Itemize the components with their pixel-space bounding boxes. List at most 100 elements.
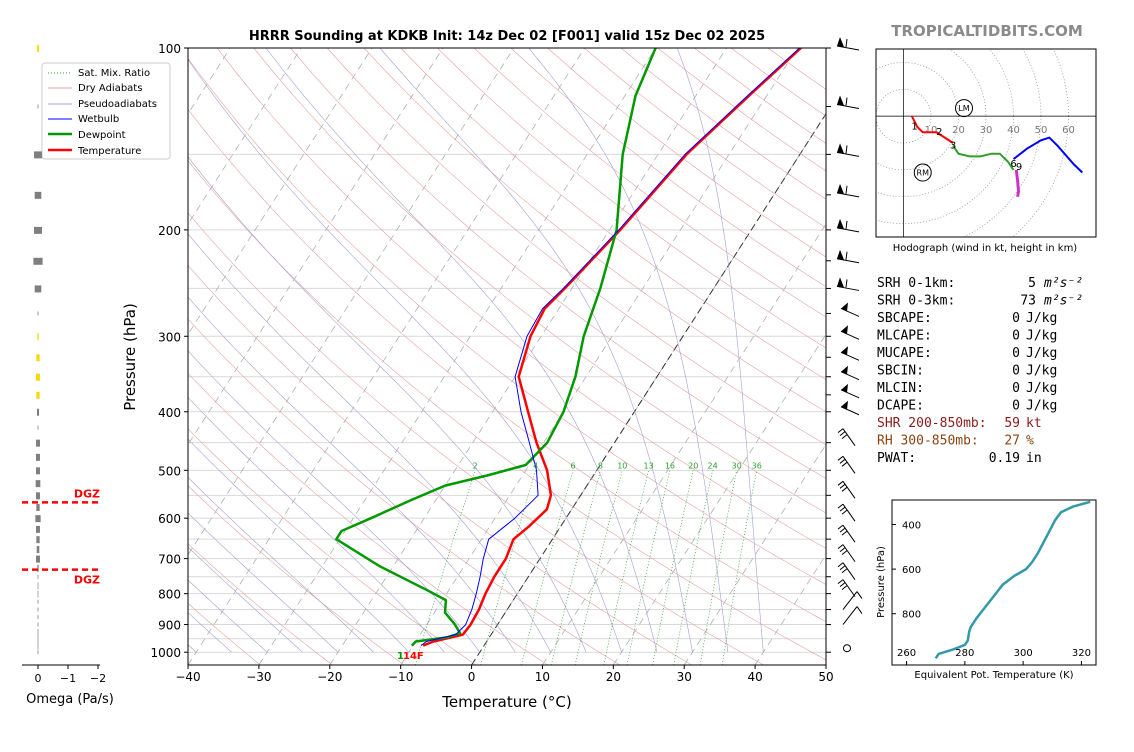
omega-bar — [36, 440, 40, 447]
index-value: 0.19 — [989, 451, 1020, 466]
skewt-xlabel: Temperature (°C) — [441, 693, 571, 711]
omega-bar — [37, 409, 39, 416]
hodograph-ring-label: 40 — [1007, 125, 1020, 136]
legend-label: Dewpoint — [78, 130, 126, 141]
y-tick-label: 100 — [158, 42, 181, 56]
theta-e-x-tick-label: 280 — [955, 648, 974, 659]
y-tick-label: 500 — [158, 464, 181, 478]
storm-motion-label: RM — [917, 169, 930, 178]
legend-label: Temperature — [77, 146, 141, 157]
omega-tick-label: −1 — [60, 672, 76, 685]
skewt-ylabel: Pressure (hPa) — [121, 303, 139, 411]
omega-bar — [36, 374, 40, 381]
index-label: MLCIN: — [877, 381, 924, 396]
omega-bar — [33, 258, 42, 265]
y-tick-label: 300 — [158, 330, 181, 344]
x-tick-label: 0 — [468, 670, 476, 684]
index-value: 0 — [1012, 329, 1020, 344]
x-tick-label: 50 — [818, 670, 833, 684]
omega-bar — [36, 354, 39, 361]
omega-bar — [36, 492, 40, 499]
index-unit: J/kg — [1026, 399, 1057, 414]
dgz-label: DGZ — [74, 574, 100, 587]
y-tick-label: 900 — [158, 619, 181, 633]
index-value: 0 — [1012, 381, 1020, 396]
hodograph-height-label: 3 — [950, 140, 956, 151]
theta-e-x-tick-label: 300 — [1014, 648, 1033, 659]
y-tick-label: 800 — [158, 588, 181, 602]
hodograph-height-label: 2 — [936, 127, 942, 138]
x-tick-label: 30 — [677, 670, 692, 684]
y-tick-label: 700 — [158, 553, 181, 567]
omega-bar — [38, 591, 39, 598]
y-tick-label: 600 — [158, 512, 181, 526]
omega-xlabel: Omega (Pa/s) — [26, 692, 114, 707]
site-credit: TROPICALTIDBITS.COM — [891, 22, 1083, 40]
index-unit: J/kg — [1026, 364, 1057, 379]
legend-label: Dry Adiabats — [78, 83, 142, 94]
y-tick-label: 400 — [158, 406, 181, 420]
storm-motion-label: LM — [958, 104, 969, 113]
index-unit: % — [1026, 434, 1034, 449]
omega-bar — [38, 636, 39, 643]
theta-e-x-tick-label: 320 — [1072, 648, 1091, 659]
index-label: SHR 200-850mb: — [877, 416, 987, 431]
mixing-ratio-label: 20 — [688, 461, 698, 470]
mixing-ratio-label: 2 — [473, 461, 478, 470]
legend-label: Pseudoadiabats — [78, 99, 157, 110]
omega-tick-label: −2 — [90, 672, 106, 685]
skewt-legend: Sat. Mix. Ratio Dry Adiabats Pseudoadiab… — [42, 63, 170, 159]
omega-bar — [36, 392, 39, 399]
index-unit: J/kg — [1026, 311, 1057, 326]
mixing-ratio-label: 10 — [617, 461, 627, 470]
mixing-ratio-label: 6 — [570, 461, 575, 470]
x-tick-label: −40 — [175, 670, 200, 684]
omega-bar — [34, 151, 42, 158]
omega-bar — [34, 227, 42, 234]
index-value: 0 — [1012, 311, 1020, 326]
index-unit: kt — [1026, 416, 1042, 431]
index-unit: J/kg — [1026, 346, 1057, 361]
omega-bar — [38, 582, 39, 589]
legend-label: Wetbulb — [78, 114, 119, 125]
hodograph-ring-label: 50 — [1035, 125, 1048, 136]
mixing-ratio-label: 4 — [533, 461, 538, 470]
index-label: MLCAPE: — [877, 329, 932, 344]
skewt-title: HRRR Sounding at KDKB Init: 14z Dec 02 [… — [249, 29, 765, 44]
index-unit: in — [1026, 451, 1042, 466]
mixing-ratio-label: 24 — [708, 461, 718, 470]
index-label: DCAPE: — [877, 399, 924, 414]
x-tick-label: 20 — [606, 670, 621, 684]
mixing-ratio-label: 8 — [598, 461, 603, 470]
mixing-ratio-label: 16 — [665, 461, 675, 470]
index-label: SRH 0-1km: — [877, 276, 955, 291]
y-tick-label: 200 — [158, 224, 181, 238]
hodograph-ring-label: 30 — [980, 125, 993, 136]
omega-bar — [37, 45, 39, 52]
index-value: 0 — [1012, 399, 1020, 414]
hodograph-caption: Hodograph (wind in kt, height in km) — [893, 243, 1078, 254]
omega-tick-label: 0 — [35, 672, 42, 685]
index-label: RH 300-850mb: — [877, 434, 979, 449]
omega-bar — [37, 333, 38, 340]
hodograph-ring-label: 20 — [952, 125, 965, 136]
omega-bar — [38, 643, 39, 650]
index-unit: J/kg — [1026, 381, 1057, 396]
theta-e-xlabel: Equivalent Pot. Temperature (K) — [914, 670, 1073, 681]
index-value: 0 — [1012, 364, 1020, 379]
index-row: RH 300-850mb:27% — [877, 434, 1034, 449]
omega-bar — [35, 515, 40, 522]
index-row: SHR 200-850mb: 59 kt — [877, 416, 1042, 431]
x-tick-label: 10 — [535, 670, 550, 684]
index-value: 73 — [1020, 294, 1036, 309]
hodograph-height-label: 9 — [1016, 162, 1022, 173]
theta-e-y-tick-label: 400 — [902, 521, 921, 532]
omega-bar — [38, 629, 39, 636]
omega-bar — [36, 504, 39, 511]
index-value: 59 — [1004, 416, 1020, 431]
x-tick-label: 40 — [747, 670, 762, 684]
surface-temperature-label: 14F — [403, 651, 424, 662]
omega-bar — [36, 556, 40, 563]
x-tick-label: −30 — [246, 670, 271, 684]
